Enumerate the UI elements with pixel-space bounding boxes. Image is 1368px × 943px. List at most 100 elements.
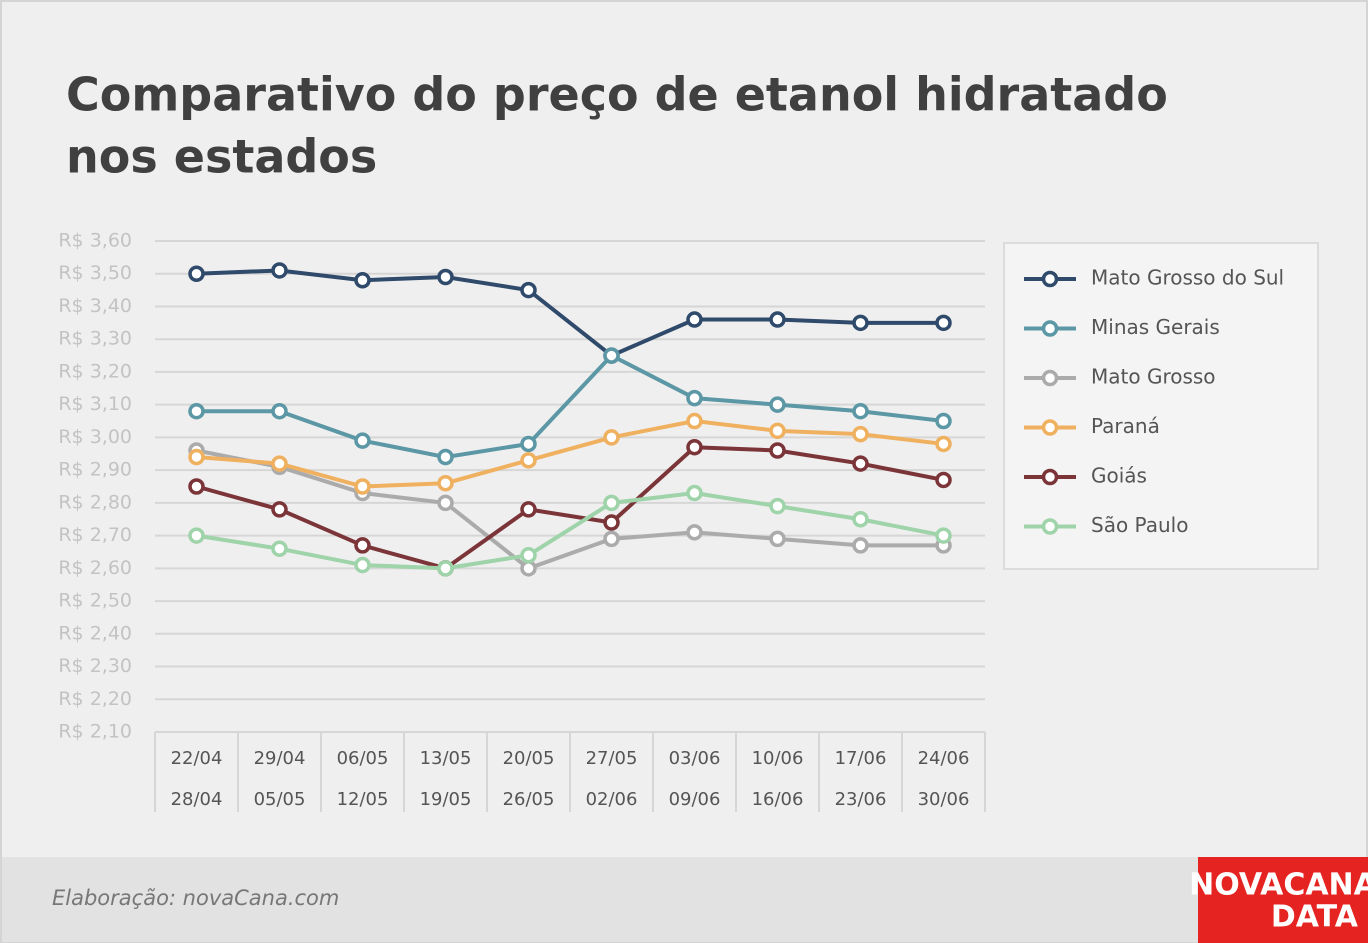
legend-marker bbox=[1041, 270, 1059, 288]
legend-marker bbox=[1041, 369, 1059, 387]
point bbox=[935, 527, 952, 544]
point bbox=[354, 556, 371, 574]
y-tick-label: R$ 2,50 bbox=[58, 590, 132, 612]
x-tick-label: 16/06 bbox=[752, 789, 804, 810]
x-tick-label: 27/05 bbox=[586, 748, 638, 769]
legend-marker bbox=[1041, 468, 1059, 486]
point bbox=[520, 501, 537, 518]
point bbox=[354, 537, 371, 554]
footer-credit: Elaboração: novaCana.com bbox=[52, 886, 339, 910]
point bbox=[271, 455, 288, 472]
point bbox=[520, 546, 537, 564]
series-line bbox=[196, 268, 944, 358]
point bbox=[769, 442, 786, 459]
y-tick-label: R$ 3,30 bbox=[58, 328, 132, 350]
series-line bbox=[196, 353, 944, 460]
x-tick-label: 05/05 bbox=[254, 789, 306, 810]
point bbox=[603, 514, 620, 531]
legend-marker bbox=[1041, 419, 1059, 436]
point bbox=[354, 272, 371, 289]
x-tick-label: 06/05 bbox=[337, 748, 389, 769]
x-tick-label: 02/06 bbox=[586, 789, 638, 810]
footer-band bbox=[2, 857, 1366, 942]
point bbox=[188, 265, 205, 282]
point bbox=[935, 314, 952, 332]
point bbox=[852, 537, 869, 554]
x-tick-label: 30/06 bbox=[918, 789, 970, 810]
point bbox=[520, 560, 537, 577]
point bbox=[354, 478, 371, 495]
legend-label: Mato Grosso do Sul bbox=[1091, 266, 1284, 290]
x-tick-label: 29/04 bbox=[254, 748, 306, 769]
point bbox=[686, 484, 703, 502]
logo-text: NOVACANA bbox=[1189, 868, 1368, 903]
series-line bbox=[196, 491, 944, 571]
x-tick-label: 26/05 bbox=[503, 789, 555, 810]
point bbox=[686, 389, 703, 407]
legend-label: Goiás bbox=[1091, 464, 1147, 488]
x-tick-label: 12/05 bbox=[337, 789, 389, 810]
x-tick-label: 13/05 bbox=[420, 748, 472, 769]
legend-label: Mato Grosso bbox=[1091, 365, 1216, 389]
point bbox=[769, 422, 786, 440]
point bbox=[188, 527, 205, 544]
point bbox=[437, 448, 454, 466]
y-tick-label: R$ 3,60 bbox=[58, 230, 132, 252]
point bbox=[852, 425, 869, 443]
point bbox=[686, 412, 703, 430]
point bbox=[686, 524, 703, 541]
y-tick-label: R$ 2,60 bbox=[58, 557, 132, 579]
point bbox=[188, 402, 205, 420]
x-tick-label: 23/06 bbox=[835, 789, 887, 810]
point bbox=[271, 402, 288, 420]
legend-marker bbox=[1041, 320, 1059, 337]
logo-text: DATA bbox=[1271, 900, 1359, 935]
point bbox=[437, 560, 454, 577]
legend-label: Minas Gerais bbox=[1091, 315, 1220, 339]
x-tick-label: 20/05 bbox=[503, 748, 555, 769]
point bbox=[686, 311, 703, 328]
y-tick-label: R$ 2,10 bbox=[58, 721, 132, 743]
y-tick-label: R$ 2,40 bbox=[58, 622, 132, 644]
point bbox=[852, 510, 869, 528]
point bbox=[769, 396, 786, 413]
point bbox=[271, 262, 288, 279]
point bbox=[188, 448, 205, 466]
y-tick-label: R$ 2,20 bbox=[58, 688, 132, 710]
point bbox=[354, 432, 371, 449]
legend-label: Paraná bbox=[1091, 414, 1160, 438]
y-tick-label: R$ 3,20 bbox=[58, 360, 132, 382]
chart-title: nos estados bbox=[66, 130, 377, 184]
y-tick-label: R$ 3,40 bbox=[58, 295, 132, 317]
legend-marker bbox=[1041, 518, 1059, 535]
point bbox=[769, 311, 786, 328]
point bbox=[437, 474, 454, 492]
x-tick-label: 03/06 bbox=[669, 748, 721, 769]
point bbox=[852, 314, 869, 332]
x-tick-label: 10/06 bbox=[752, 748, 804, 769]
point bbox=[603, 347, 620, 364]
x-tick-label: 28/04 bbox=[171, 789, 223, 810]
y-tick-label: R$ 2,70 bbox=[58, 524, 132, 546]
point bbox=[520, 281, 537, 299]
y-tick-label: R$ 2,80 bbox=[58, 491, 132, 513]
point bbox=[188, 478, 205, 495]
series-line bbox=[195, 445, 944, 571]
point bbox=[852, 402, 869, 420]
x-tick-label: 19/05 bbox=[420, 789, 472, 810]
point bbox=[935, 435, 952, 453]
y-tick-label: R$ 3,10 bbox=[58, 393, 132, 415]
point bbox=[520, 452, 537, 469]
series-line bbox=[196, 448, 944, 571]
legend-label: São Paulo bbox=[1091, 513, 1188, 537]
point bbox=[686, 438, 703, 456]
point bbox=[437, 268, 454, 286]
logo bbox=[1198, 857, 1368, 943]
y-tick-label: R$ 2,90 bbox=[58, 459, 132, 481]
x-tick-label: 09/06 bbox=[669, 789, 721, 810]
point bbox=[271, 501, 288, 518]
point bbox=[520, 435, 537, 453]
x-tick-label: 24/06 bbox=[918, 748, 970, 769]
